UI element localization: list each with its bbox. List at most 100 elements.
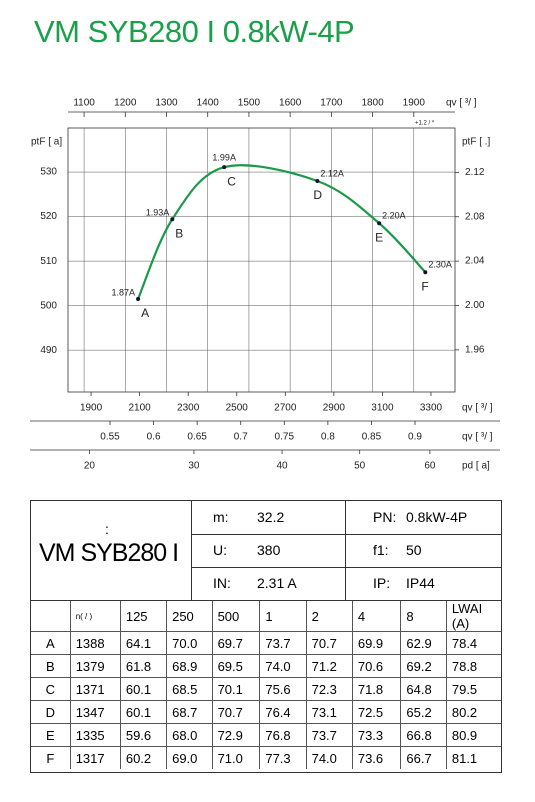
bottom-tick-label: 40 bbox=[277, 461, 289, 472]
current-label: 1.99A bbox=[212, 153, 236, 163]
y2-tick-label: 1.96 bbox=[465, 344, 485, 355]
x-tick-label: 1300 bbox=[155, 98, 178, 109]
y-tick-label: 500 bbox=[40, 300, 57, 311]
point-label: A bbox=[141, 306, 149, 320]
spec-label: U: bbox=[213, 542, 227, 558]
spec-value: 32.2 bbox=[257, 509, 285, 525]
table-cell: 74.0 bbox=[259, 654, 307, 678]
table-cell: A bbox=[31, 631, 71, 655]
y2-tick-label: 2.04 bbox=[465, 256, 485, 267]
spec-row: IN: 2.31 A IP: IP44 bbox=[191, 567, 501, 600]
table-cell: 65.2 bbox=[400, 700, 447, 724]
table-cell: 1335 bbox=[69, 723, 121, 747]
table-cell: 1379 bbox=[69, 654, 121, 678]
bottom-tick-label: 60 bbox=[424, 461, 436, 472]
table-cell: 64.1 bbox=[119, 631, 168, 655]
table-cell: 70.7 bbox=[211, 700, 261, 724]
operating-point bbox=[377, 221, 382, 226]
table-cell: 76.8 bbox=[259, 723, 307, 747]
table-cell: 68.7 bbox=[166, 700, 213, 724]
table-cell: 71.8 bbox=[351, 677, 402, 701]
table-cell: 70.6 bbox=[351, 654, 402, 678]
bottom-tick-label: 1900 bbox=[80, 403, 103, 414]
x-tick-label: 1700 bbox=[320, 98, 343, 109]
x-axis-label: qv [ ³/ ] bbox=[446, 98, 477, 109]
y-axis-label: ptF [ a] bbox=[31, 137, 62, 148]
table-cell: 73.1 bbox=[305, 700, 353, 724]
table-cell: 70.7 bbox=[305, 631, 353, 655]
table-cell: 250 bbox=[166, 601, 213, 632]
table-cell: 71.0 bbox=[211, 746, 261, 769]
colon: : bbox=[105, 521, 109, 537]
y2-tick-label: 2.12 bbox=[465, 167, 485, 178]
page-title: VM SYB280 I 0.8kW-4P bbox=[34, 14, 355, 49]
spec-table: : VM SYB280 I m: 32.2 PN: 0.8kW-4P U: 380 f1: 5… bbox=[30, 500, 502, 601]
bottom-tick-label: 2700 bbox=[274, 403, 297, 414]
point-label: F bbox=[421, 279, 428, 293]
table-cell: 125 bbox=[119, 601, 168, 632]
table-cell: 70.0 bbox=[166, 631, 213, 655]
spec-label: f1: bbox=[373, 542, 389, 558]
table-row: A 1388 64.1 70.0 69.7 73.7 70.7 69.9 62.9 78.4 bbox=[31, 631, 501, 655]
table-row: D 1347 60.1 68.7 70.7 76.4 73.1 72.5 65.2 80.2 bbox=[31, 700, 501, 724]
table-row: E 1335 59.6 68.0 72.9 76.8 73.7 73.3 66.8 80.9 bbox=[31, 723, 501, 747]
bottom-tick-label: 2100 bbox=[128, 403, 151, 414]
spec-row: m: 32.2 PN: 0.8kW-4P bbox=[191, 501, 501, 535]
spec-label: IN: bbox=[213, 575, 231, 591]
table-cell: 1371 bbox=[69, 677, 121, 701]
table-cell: n( / ) bbox=[69, 601, 121, 632]
x-tick-label: 1100 bbox=[73, 98, 95, 109]
table-cell: F bbox=[31, 746, 71, 769]
table-cell: 1317 bbox=[69, 746, 121, 769]
table-cell: 73.3 bbox=[351, 723, 402, 747]
table-cell: 4 bbox=[351, 601, 402, 632]
bottom-tick-label: 0.85 bbox=[362, 432, 382, 443]
bottom-tick-label: 2900 bbox=[323, 403, 346, 414]
x-tick-label: 1600 bbox=[279, 98, 302, 109]
table-cell: 70.1 bbox=[211, 677, 261, 701]
table-cell: 69.0 bbox=[166, 746, 213, 769]
table-row: F 1317 60.2 69.0 71.0 77.3 74.0 73.6 66.7 81.1 bbox=[31, 746, 501, 769]
table-cell: 69.5 bbox=[211, 654, 261, 678]
y-tick-label: 490 bbox=[40, 345, 57, 356]
table-cell: 75.6 bbox=[259, 677, 307, 701]
table-cell: B bbox=[31, 654, 71, 678]
table-cell: D bbox=[31, 700, 71, 724]
x-tick-label: 1200 bbox=[114, 98, 137, 109]
bottom-tick-label: 0.7 bbox=[234, 432, 248, 443]
divider bbox=[345, 501, 346, 600]
header-row: n( / ) 125 250 500 1 2 4 8 LWAI (A) bbox=[31, 601, 501, 632]
bottom-axis-label: pd [ a] bbox=[462, 461, 490, 472]
spec-label: PN: bbox=[373, 509, 397, 525]
y-tick-label: 530 bbox=[40, 167, 57, 178]
operating-point bbox=[315, 178, 320, 183]
table-cell: 69.9 bbox=[351, 631, 402, 655]
table-cell: 1347 bbox=[69, 700, 121, 724]
operating-point bbox=[222, 165, 227, 170]
plot-frame bbox=[67, 127, 456, 393]
spec-label: IP: bbox=[373, 575, 391, 591]
spec-value: IP44 bbox=[406, 575, 435, 591]
bottom-axis-label: qv [ ³/ ] bbox=[462, 432, 493, 443]
current-label: 2.12A bbox=[320, 168, 344, 178]
spec-value: 380 bbox=[257, 542, 281, 558]
bottom-tick-label: 0.9 bbox=[408, 432, 422, 443]
table-cell: 72.9 bbox=[211, 723, 261, 747]
table-cell: LWAI (A) bbox=[445, 601, 501, 632]
table-row: C 1371 60.1 68.5 70.1 75.6 72.3 71.8 64.8 79.5 bbox=[31, 677, 501, 701]
table-cell: 73.6 bbox=[351, 746, 402, 769]
table-cell: 59.6 bbox=[119, 723, 168, 747]
bottom-axis-label: qv [ ³/ ] bbox=[462, 403, 493, 414]
table-cell: 68.0 bbox=[166, 723, 213, 747]
y2-axis-label: ptF [ .] bbox=[462, 137, 491, 148]
spec-row: U: 380 f1: 50 bbox=[191, 534, 501, 568]
table-cell: 2 bbox=[305, 601, 353, 632]
point-label: D bbox=[313, 188, 322, 202]
y-tick-label: 510 bbox=[40, 256, 57, 267]
point-label: B bbox=[175, 226, 183, 240]
current-label: 1.87A bbox=[112, 287, 136, 297]
x-tick-label: 1900 bbox=[403, 98, 426, 109]
bottom-tick-label: 0.8 bbox=[321, 432, 335, 443]
table-cell: 1388 bbox=[69, 631, 121, 655]
table-cell: 68.5 bbox=[166, 677, 213, 701]
